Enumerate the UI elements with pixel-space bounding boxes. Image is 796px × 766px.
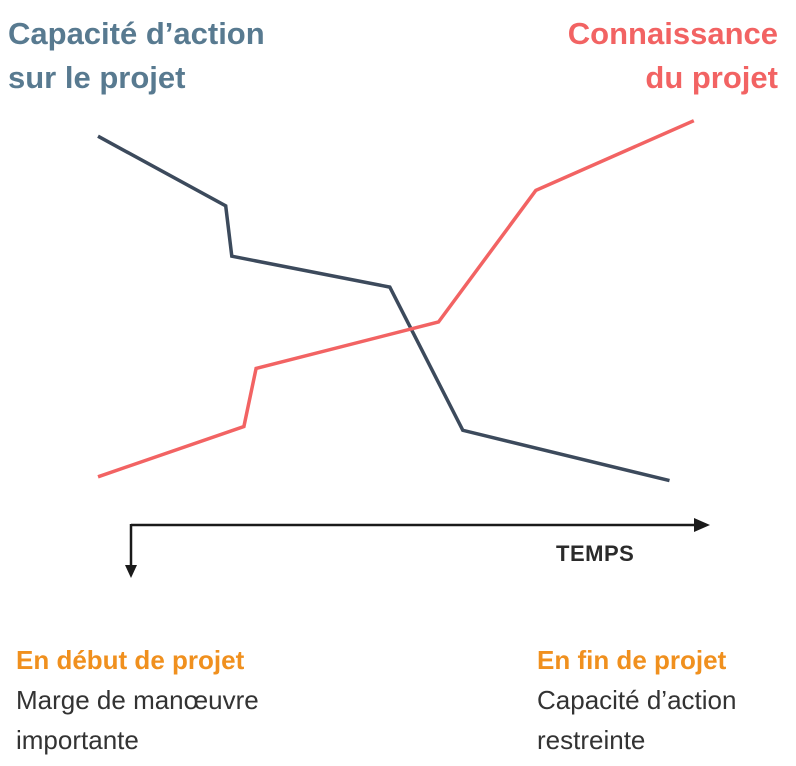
y-axis-arrowhead [125,565,137,578]
project-start-text-line-1: Marge de manœuvre [16,685,259,715]
knowledge-title-line-1: Connaissance [567,16,778,51]
project-start-text-line-2: importante [16,725,139,755]
project-end-note: En fin de projet Capacité d’action restr… [537,640,736,760]
series-layer [97,119,695,483]
project-start-heading: En début de projet [16,645,245,675]
project-end-text-line-1: Capacité d’action [537,685,737,715]
project-end-text-line-2: restreinte [537,725,646,755]
capacity-series-line [97,134,670,483]
knowledge-title-line-2: du projet [645,60,778,95]
knowledge-series-title: Connaissance du projet [568,12,778,100]
knowledge-series-line [97,119,695,479]
project-end-heading: En fin de projet [537,645,727,675]
time-axis-label: TEMPS [556,541,635,566]
project-start-note: En début de projet Marge de manœuvre imp… [16,640,259,760]
capacity-title-line-1: Capacité d’action [8,16,265,51]
x-axis-arrowhead [694,518,710,532]
capacity-series-title: Capacité d’action sur le projet [8,12,265,100]
capacity-title-line-2: sur le projet [8,60,186,95]
axis-layer [125,518,710,578]
